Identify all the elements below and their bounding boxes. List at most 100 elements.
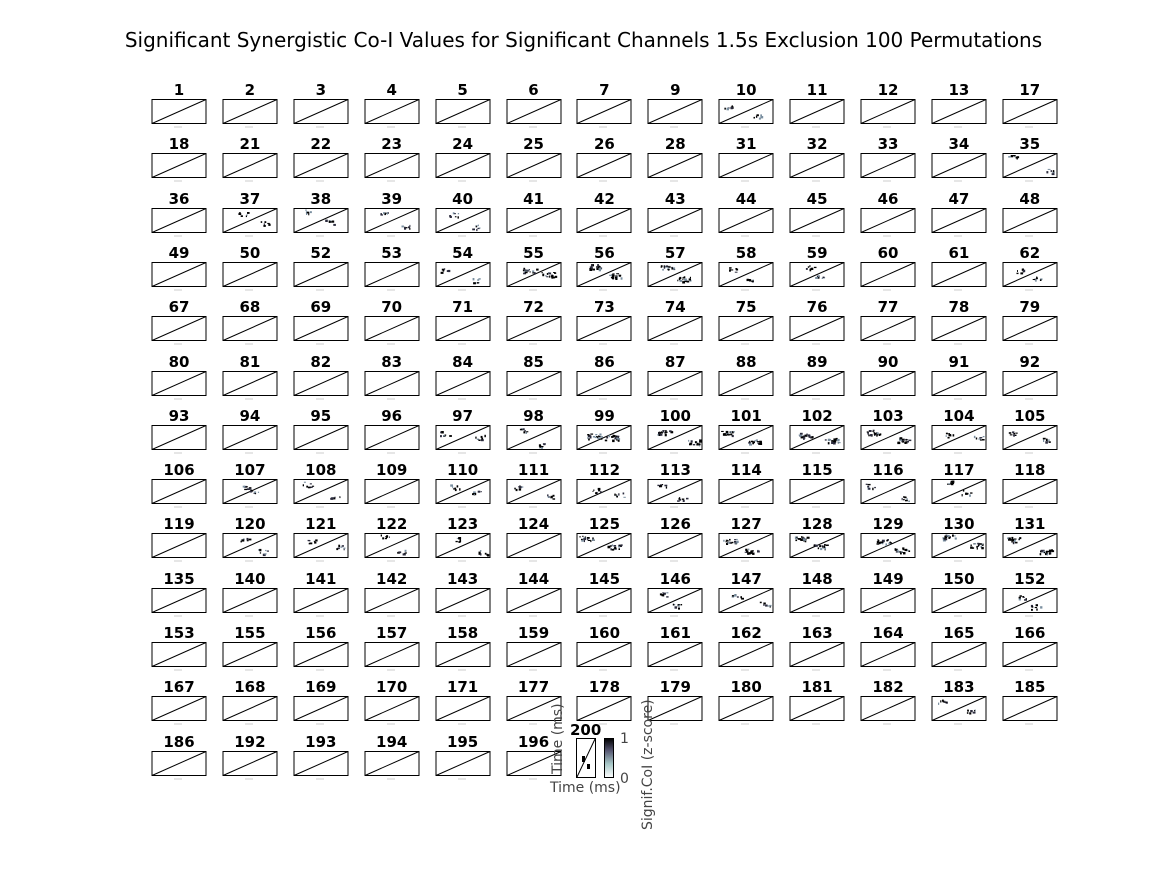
signif-coi-mark bbox=[666, 486, 668, 489]
signif-coi-mark bbox=[730, 430, 732, 433]
subplot-title: 147 bbox=[730, 569, 762, 588]
subplot-channel-178: 178 bbox=[576, 680, 632, 725]
signif-coi-mark bbox=[729, 268, 731, 271]
subplot-diagonal bbox=[364, 587, 419, 613]
subplot-axes bbox=[222, 370, 278, 399]
subplot-channel-150: 150 bbox=[931, 569, 987, 617]
signif-coi-mark bbox=[452, 488, 454, 490]
subplot-diagonal bbox=[789, 207, 845, 233]
signif-coi-mark bbox=[549, 496, 553, 499]
signif-coi-mark bbox=[607, 546, 611, 549]
signif-coi-mark bbox=[682, 500, 685, 503]
subplot-diagonal bbox=[648, 587, 703, 613]
signif-coi-mark bbox=[951, 534, 954, 538]
subplot-title: 181 bbox=[801, 678, 833, 697]
subplot-channel-105: 105 bbox=[1002, 408, 1058, 454]
signif-coi-mark bbox=[679, 278, 681, 281]
subplot-axes bbox=[718, 99, 774, 128]
subplot-channel-183: 183 bbox=[931, 680, 987, 725]
signif-coi-mark bbox=[1050, 170, 1052, 173]
subplot-axes bbox=[718, 642, 774, 671]
subplot-title: 35 bbox=[1019, 135, 1041, 154]
signif-coi-mark bbox=[1034, 606, 1037, 608]
signif-coi-mark bbox=[1032, 278, 1036, 280]
signif-coi-mark bbox=[453, 212, 456, 214]
signif-coi-mark bbox=[732, 594, 735, 597]
signif-coi-mark bbox=[699, 443, 701, 445]
signif-coi-mark bbox=[480, 437, 483, 440]
signif-coi-mark bbox=[669, 430, 672, 432]
subplot-axes bbox=[293, 750, 349, 780]
subplot-diagonal bbox=[506, 370, 561, 396]
subplot-axes bbox=[435, 261, 491, 291]
subplot-axes bbox=[789, 424, 845, 454]
signif-coi-mark bbox=[953, 535, 956, 537]
subplot-channel-155: 155 bbox=[222, 626, 278, 671]
signif-coi-mark bbox=[669, 265, 671, 268]
subplot-axes bbox=[860, 479, 916, 508]
subplot-axes bbox=[931, 424, 987, 454]
signif-coi-mark bbox=[816, 276, 820, 279]
signif-coi-mark bbox=[806, 433, 808, 436]
signif-coi-mark bbox=[822, 547, 825, 549]
signif-coi-mark bbox=[535, 268, 539, 271]
signif-coi-mark bbox=[518, 486, 522, 489]
subplot-title: 38 bbox=[310, 189, 332, 208]
signif-coi-mark bbox=[472, 282, 476, 285]
signif-coi-mark bbox=[977, 543, 980, 545]
signif-coi-mark bbox=[944, 535, 947, 539]
signif-coi-mark bbox=[598, 435, 601, 437]
subplot-title: 83 bbox=[381, 352, 403, 371]
signif-coi-mark bbox=[951, 482, 954, 485]
signif-coi-mark bbox=[803, 538, 806, 542]
signif-coi-mark bbox=[1012, 155, 1016, 157]
subplot-title: 103 bbox=[872, 406, 904, 425]
signif-coi-mark bbox=[729, 433, 732, 435]
signif-coi-mark bbox=[550, 276, 553, 279]
signif-coi-mark bbox=[671, 266, 674, 268]
signif-coi-mark bbox=[732, 431, 736, 433]
signif-coi-mark bbox=[455, 541, 458, 543]
subplot-channel-159: 159 bbox=[506, 626, 562, 671]
signif-coi-mark bbox=[981, 438, 985, 441]
subplot-axes bbox=[931, 316, 987, 345]
signif-coi-mark bbox=[587, 436, 589, 439]
signif-coi-mark bbox=[403, 554, 406, 556]
subplot-axes bbox=[222, 99, 278, 128]
signif-coi-mark bbox=[895, 551, 898, 553]
subplot-axes bbox=[506, 587, 561, 617]
signif-coi-mark bbox=[978, 438, 981, 440]
colorbar-rect bbox=[604, 738, 614, 778]
signif-coi-mark bbox=[238, 211, 241, 214]
signif-coi-mark bbox=[689, 442, 693, 445]
signif-coi-mark bbox=[673, 268, 676, 270]
signif-coi-mark bbox=[741, 597, 745, 600]
subplot-channel-4: 4 bbox=[364, 83, 420, 128]
subplot-channel-86: 86 bbox=[576, 354, 632, 399]
signif-coi-mark bbox=[663, 592, 667, 595]
signif-coi-mark bbox=[815, 276, 819, 279]
signif-coi-mark bbox=[749, 440, 751, 443]
signif-coi-mark bbox=[819, 545, 822, 548]
subplot-title: 192 bbox=[234, 732, 266, 751]
signif-coi-mark bbox=[477, 278, 481, 280]
subplot-title: 145 bbox=[588, 569, 621, 588]
signif-coi-mark bbox=[945, 534, 948, 537]
subplot-axes bbox=[1002, 479, 1058, 508]
subplot-channel-47: 47 bbox=[931, 191, 987, 237]
signif-coi-mark bbox=[867, 483, 871, 486]
subplot-axes bbox=[435, 207, 491, 237]
signif-coi-mark bbox=[942, 537, 945, 539]
signif-coi-mark bbox=[519, 486, 523, 488]
signif-coi-mark bbox=[824, 548, 826, 551]
signif-coi-mark bbox=[1035, 603, 1038, 606]
subplot-axes bbox=[1002, 642, 1058, 671]
signif-coi-mark bbox=[1010, 155, 1013, 158]
subplot-axes bbox=[293, 99, 349, 128]
subplot-axes bbox=[222, 316, 278, 345]
subplot-channel-35: 35 bbox=[1002, 135, 1058, 182]
subplot-axes bbox=[151, 207, 207, 237]
signif-coi-mark bbox=[546, 494, 548, 497]
subplot-diagonal bbox=[648, 99, 703, 124]
subplot-title: 150 bbox=[943, 569, 975, 588]
